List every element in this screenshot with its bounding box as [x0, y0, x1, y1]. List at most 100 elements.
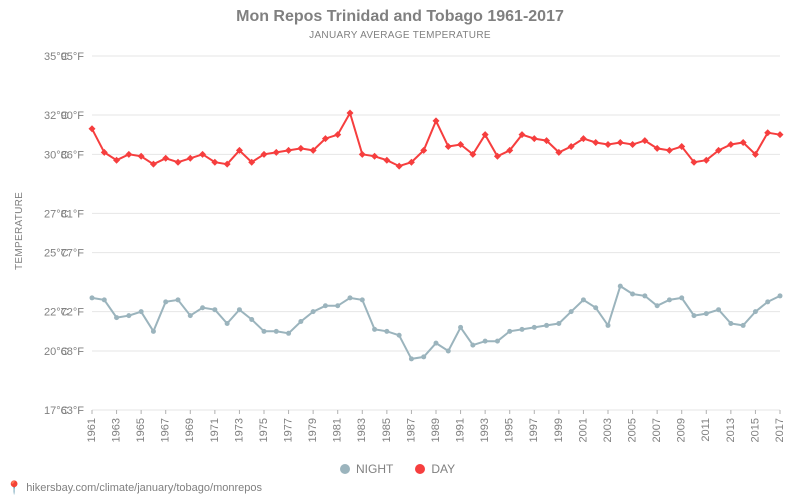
- marker: [483, 339, 488, 344]
- legend-label: NIGHT: [356, 462, 393, 476]
- marker: [237, 307, 242, 312]
- svg-text:2011: 2011: [700, 418, 712, 442]
- svg-text:1961: 1961: [86, 418, 98, 442]
- marker: [642, 293, 647, 298]
- marker: [434, 341, 439, 346]
- marker: [593, 305, 598, 310]
- marker: [359, 151, 366, 158]
- chart-svg: 17°C63°F20°C68°F22°C72°F25°C77°F27°C81°F…: [0, 0, 800, 500]
- marker: [617, 139, 624, 146]
- map-pin-icon: 📍: [6, 480, 22, 496]
- svg-text:81°F: 81°F: [61, 208, 85, 220]
- marker: [176, 297, 181, 302]
- svg-text:2015: 2015: [749, 418, 761, 442]
- marker: [679, 295, 684, 300]
- svg-text:1969: 1969: [184, 418, 196, 442]
- marker: [421, 354, 426, 359]
- legend-swatch: [340, 464, 350, 474]
- marker: [125, 151, 132, 158]
- marker: [667, 297, 672, 302]
- svg-text:1979: 1979: [307, 418, 319, 442]
- marker: [606, 323, 611, 328]
- marker: [285, 147, 292, 154]
- marker: [162, 155, 169, 162]
- svg-text:1995: 1995: [504, 418, 516, 442]
- marker: [114, 315, 119, 320]
- marker: [102, 297, 107, 302]
- marker: [225, 321, 230, 326]
- marker: [532, 325, 537, 330]
- chart-subtitle: JANUARY AVERAGE TEMPERATURE: [0, 30, 800, 41]
- marker: [618, 284, 623, 289]
- marker: [298, 319, 303, 324]
- svg-text:1985: 1985: [381, 418, 393, 442]
- marker: [433, 117, 440, 124]
- marker: [151, 329, 156, 334]
- marker: [175, 159, 182, 166]
- marker: [384, 329, 389, 334]
- temperature-chart: Mon Repos Trinidad and Tobago 1961-2017 …: [0, 0, 800, 500]
- marker: [778, 293, 783, 298]
- marker: [90, 295, 95, 300]
- legend-item-night: NIGHT: [340, 462, 393, 476]
- svg-text:1977: 1977: [282, 418, 294, 442]
- marker: [383, 157, 390, 164]
- svg-text:1965: 1965: [135, 418, 147, 442]
- svg-text:95°F: 95°F: [61, 51, 85, 63]
- marker: [592, 139, 599, 146]
- svg-text:77°F: 77°F: [61, 248, 85, 260]
- marker: [569, 309, 574, 314]
- marker: [544, 323, 549, 328]
- marker: [274, 329, 279, 334]
- marker: [323, 303, 328, 308]
- marker: [139, 309, 144, 314]
- marker: [753, 309, 758, 314]
- svg-text:2009: 2009: [676, 418, 688, 442]
- marker: [360, 297, 365, 302]
- marker: [89, 125, 96, 132]
- marker: [765, 299, 770, 304]
- svg-text:2017: 2017: [774, 418, 786, 442]
- marker: [458, 325, 463, 330]
- marker: [249, 317, 254, 322]
- svg-text:1989: 1989: [430, 418, 442, 442]
- svg-text:1987: 1987: [405, 418, 417, 442]
- marker: [348, 295, 353, 300]
- svg-text:2013: 2013: [725, 418, 737, 442]
- marker: [507, 329, 512, 334]
- marker: [188, 313, 193, 318]
- marker: [728, 321, 733, 326]
- marker: [262, 329, 267, 334]
- svg-text:1993: 1993: [479, 418, 491, 442]
- marker: [200, 305, 205, 310]
- svg-text:1967: 1967: [160, 418, 172, 442]
- marker: [556, 321, 561, 326]
- marker: [187, 155, 194, 162]
- marker: [727, 141, 734, 148]
- marker: [655, 303, 660, 308]
- svg-text:1973: 1973: [233, 418, 245, 442]
- svg-text:2005: 2005: [626, 418, 638, 442]
- source-url: hikersbay.com/climate/january/tobago/mon…: [26, 482, 262, 494]
- marker: [409, 356, 414, 361]
- svg-text:90°F: 90°F: [61, 110, 85, 122]
- marker: [531, 135, 538, 142]
- marker: [692, 313, 697, 318]
- chart-title: Mon Repos Trinidad and Tobago 1961-2017: [0, 8, 800, 26]
- marker: [297, 145, 304, 152]
- svg-text:1991: 1991: [454, 418, 466, 442]
- svg-text:2003: 2003: [602, 418, 614, 442]
- marker: [470, 343, 475, 348]
- marker: [666, 147, 673, 154]
- marker: [629, 141, 636, 148]
- marker: [446, 349, 451, 354]
- marker: [212, 307, 217, 312]
- legend-item-day: DAY: [415, 462, 455, 476]
- svg-text:68°F: 68°F: [61, 346, 85, 358]
- svg-text:1999: 1999: [553, 418, 565, 442]
- marker: [396, 163, 403, 170]
- y-axis-label: TEMPERATURE: [14, 192, 25, 270]
- svg-text:1975: 1975: [258, 418, 270, 442]
- svg-text:63°F: 63°F: [61, 405, 85, 417]
- marker: [495, 339, 500, 344]
